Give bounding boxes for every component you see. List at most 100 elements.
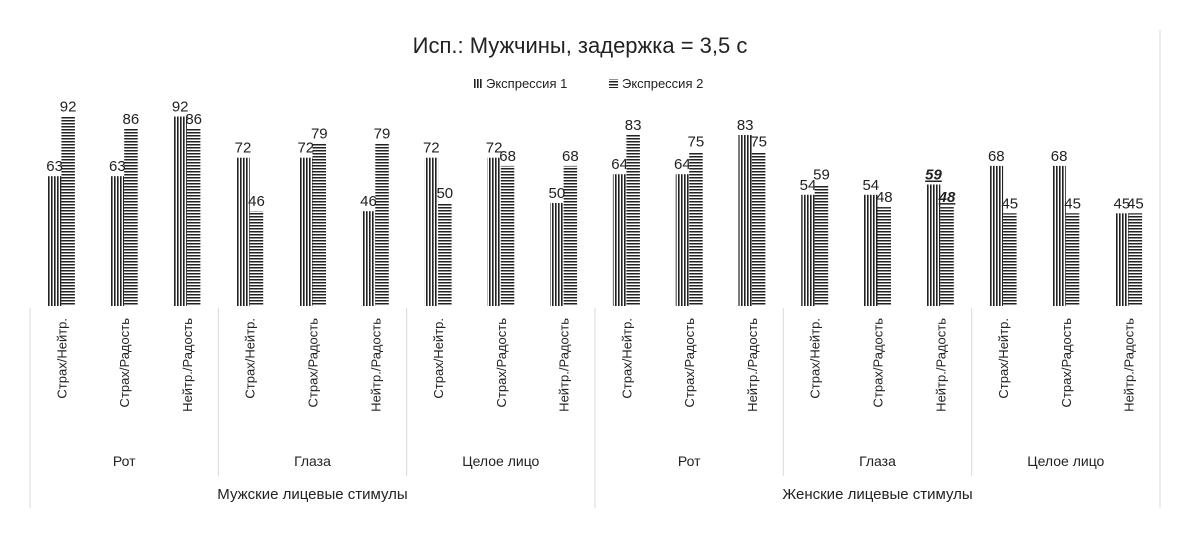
category-axis: Страх/Нейтр. Страх/Радость Нейтр./Радость С… [29,30,1161,508]
category-label: Нейтр./Радость [180,318,195,412]
category-label: Страх/Нейтр. [54,318,69,399]
category-label: Страх/Нейтр. [431,318,446,399]
data-label: 68 [988,148,1005,165]
category-label: Страх/Нейтр. [243,318,258,399]
data-label: 46 [248,193,265,210]
bar-series-1 [864,194,878,306]
data-label: 72 [423,140,440,157]
bar-series-2 [375,143,389,306]
data-label: 63 [109,158,126,175]
data-label: 92 [60,99,77,116]
bar-series-1 [926,184,941,306]
bar-series-1 [612,174,627,306]
data-label: 64 [611,156,628,173]
bar-series-2 [940,207,954,306]
bar-series-2 [186,128,201,306]
bar-series-2 [563,165,578,306]
category-label: Страх/Радость [1059,318,1074,408]
category-label: Страх/Радость [682,318,697,408]
category-label: Нейтр./Радость [933,318,948,412]
group-label: Глаза [859,453,896,469]
bar-series-1 [738,135,752,306]
bar-series-1 [487,157,501,306]
data-label: 68 [1051,148,1068,165]
bar-series-2 [689,151,703,306]
bar-series-2 [626,135,640,306]
data-label: 48 [938,189,956,206]
legend-label-series-2: Экспрессия 2 [622,76,703,91]
legend-label-series-1: Экспрессия 1 [486,76,567,91]
bar-series-2 [751,151,766,306]
bar-series-2 [877,207,891,306]
category-label: Страх/Радость [494,318,509,408]
data-label: 50 [549,185,566,202]
data-label: 50 [436,185,453,202]
category-label: Страх/Нейтр. [808,318,823,399]
bars-layer [47,116,1143,306]
category-label: Страх/Радость [871,318,886,408]
bar-series-1 [236,157,250,306]
category-label: Нейтр./Радость [557,318,572,412]
data-label: 79 [374,125,391,142]
category-label: Страх/Нейтр. [619,318,634,399]
bar-series-1 [47,176,62,306]
group-label: Рот [678,453,701,469]
group-label: Глаза [294,453,331,469]
bar-series-1 [1115,213,1129,306]
bar-series-2 [438,203,452,306]
bar-series-1 [424,157,439,306]
bar-series-1 [173,116,187,306]
supergroup-label: Мужские лицевые стимулы [217,486,407,503]
bar-series-2 [124,128,138,306]
data-label: 45 [1114,195,1131,212]
data-label: 59 [925,167,942,184]
bar-series-1 [1052,165,1066,306]
chart-title: Исп.: Мужчины, задержка = 3,5 с [413,33,748,58]
data-label: 45 [1064,195,1081,212]
data-label: 63 [46,158,63,175]
data-label: 48 [876,189,893,206]
bar-series-1 [989,165,1004,306]
category-label: Страх/Радость [306,318,321,408]
data-label: 75 [750,134,767,151]
category-label: Страх/Нейтр. [996,318,1011,399]
data-label: 68 [499,148,516,165]
bar-series-2 [1128,213,1143,306]
bar-series-1 [675,174,690,306]
data-label: 72 [486,140,503,157]
data-label: 59 [813,167,830,184]
group-label: Целое лицо [462,453,539,469]
bar-series-1 [110,176,125,306]
bar-series-2 [312,143,326,306]
data-label: 54 [862,177,879,194]
group-label: Рот [113,453,136,469]
legend-swatch-series-1 [473,79,482,88]
data-label: 54 [800,177,817,194]
legend: Экспрессия 1 Экспрессия 2 [473,76,703,91]
bar-series-2 [1065,213,1080,306]
data-label: 68 [562,148,579,165]
category-label: Нейтр./Радость [368,318,383,412]
bar-series-2 [61,116,75,306]
data-label: 75 [688,134,705,151]
data-label: 86 [185,111,202,128]
data-label: 79 [311,125,328,142]
bar-series-1 [299,157,313,306]
legend-swatch-series-2 [609,79,618,88]
bar-series-1 [361,211,376,306]
data-label: 72 [297,140,314,157]
data-label: 83 [625,117,642,134]
bar-series-2 [249,211,264,306]
category-label: Страх/Радость [117,318,132,408]
data-label: 86 [123,111,140,128]
data-label: 72 [235,140,252,157]
supergroup-label: Женские лицевые стимулы [782,486,972,503]
data-label: 83 [737,117,754,134]
data-label: 64 [674,156,691,173]
bar-series-1 [550,203,564,306]
bar-series-1 [801,194,815,306]
category-label: Нейтр./Радость [745,318,760,412]
data-label: 45 [1127,195,1144,212]
